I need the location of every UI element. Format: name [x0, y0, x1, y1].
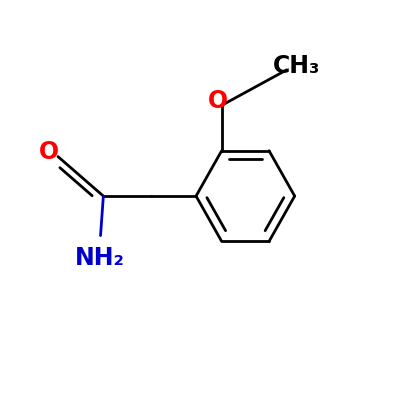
Text: CH₃: CH₃: [273, 54, 320, 78]
Text: O: O: [208, 89, 228, 113]
Text: O: O: [39, 140, 59, 164]
Text: NH₂: NH₂: [74, 246, 124, 270]
